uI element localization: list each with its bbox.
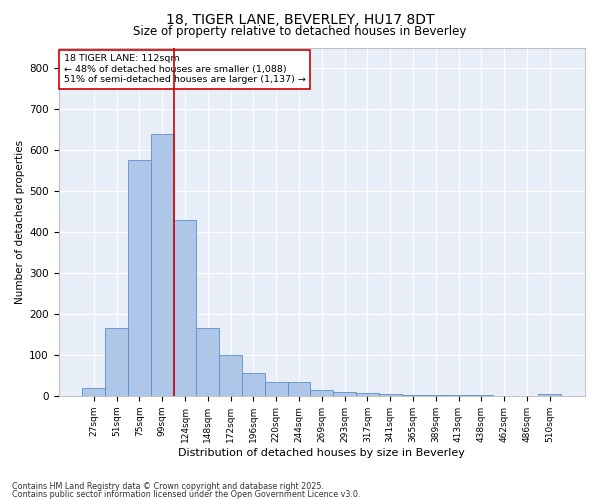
Bar	[401, 394, 424, 396]
Bar	[173, 220, 196, 396]
Bar	[219, 355, 242, 396]
Bar	[538, 394, 561, 396]
Bar	[105, 328, 128, 396]
Bar	[287, 382, 310, 396]
Text: Contains HM Land Registry data © Crown copyright and database right 2025.: Contains HM Land Registry data © Crown c…	[12, 482, 324, 491]
Bar	[379, 394, 401, 396]
Bar	[333, 392, 356, 396]
Bar	[265, 382, 287, 396]
Text: Size of property relative to detached houses in Beverley: Size of property relative to detached ho…	[133, 25, 467, 38]
X-axis label: Distribution of detached houses by size in Beverley: Distribution of detached houses by size …	[178, 448, 465, 458]
Text: 18 TIGER LANE: 112sqm
← 48% of detached houses are smaller (1,088)
51% of semi-d: 18 TIGER LANE: 112sqm ← 48% of detached …	[64, 54, 305, 84]
Y-axis label: Number of detached properties: Number of detached properties	[15, 140, 25, 304]
Text: 18, TIGER LANE, BEVERLEY, HU17 8DT: 18, TIGER LANE, BEVERLEY, HU17 8DT	[166, 12, 434, 26]
Bar	[424, 395, 447, 396]
Bar	[82, 388, 105, 396]
Bar	[310, 390, 333, 396]
Bar	[356, 392, 379, 396]
Bar	[128, 160, 151, 396]
Bar	[151, 134, 173, 396]
Text: Contains public sector information licensed under the Open Government Licence v3: Contains public sector information licen…	[12, 490, 361, 499]
Bar	[196, 328, 219, 396]
Bar	[242, 374, 265, 396]
